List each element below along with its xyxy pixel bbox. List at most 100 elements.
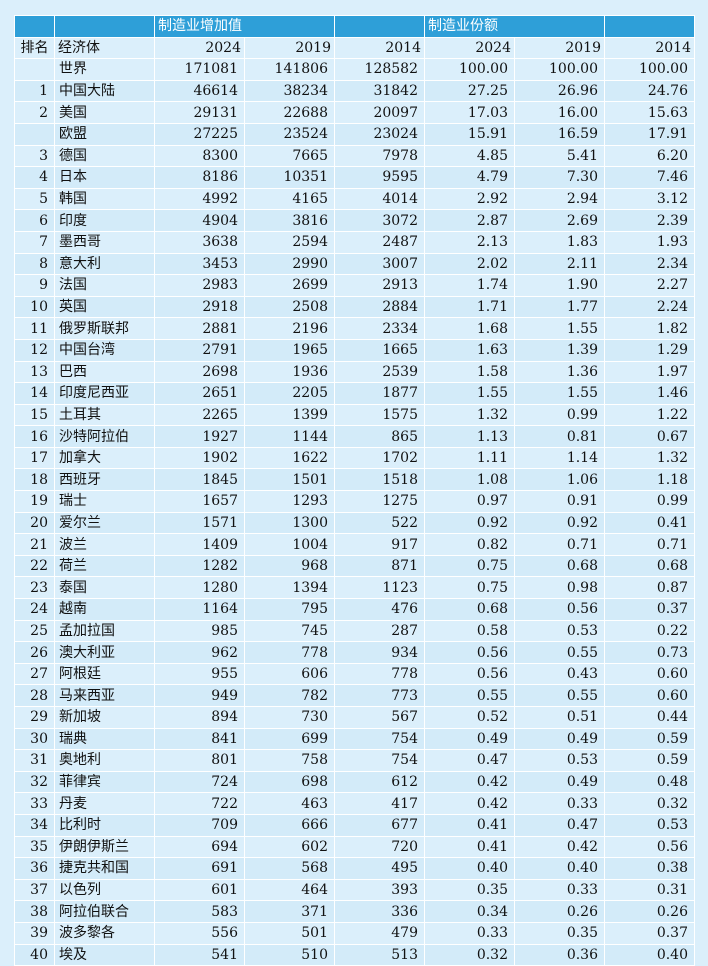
column-header-economy: 经济体 xyxy=(54,36,155,60)
value-2014-cell: 612 xyxy=(334,770,425,794)
share-2014-cell: 24.76 xyxy=(604,79,695,103)
economy-cell: 阿根廷 xyxy=(54,662,155,686)
share-2019-cell: 0.43 xyxy=(514,662,605,686)
value-2019-cell: 464 xyxy=(244,878,335,902)
share-2024-cell: 2.02 xyxy=(424,252,515,276)
share-2014-cell: 0.59 xyxy=(604,749,695,772)
value-2024-cell: 985 xyxy=(154,619,245,643)
value-2024-cell: 601 xyxy=(154,878,245,902)
economy-cell: 新加坡 xyxy=(54,706,155,729)
share-2014-cell: 17.91 xyxy=(604,122,695,146)
share-2024-cell: 0.32 xyxy=(424,943,515,966)
value-2024-cell: 949 xyxy=(154,684,245,707)
rank-cell: 38 xyxy=(14,900,55,923)
table-row: 40 埃及 541 510 513 0.32 0.36 0.40 xyxy=(14,943,695,966)
share-2024-cell: 1.58 xyxy=(424,360,515,384)
value-2019-cell: 778 xyxy=(244,641,335,664)
share-2014-cell: 0.67 xyxy=(604,425,695,448)
value-2019-cell: 1394 xyxy=(244,576,335,600)
share-2014-cell: 1.22 xyxy=(604,403,695,427)
rank-cell: 27 xyxy=(14,662,55,686)
share-2019-cell: 0.36 xyxy=(514,943,605,966)
value-2024-cell: 694 xyxy=(154,835,245,859)
share-2014-cell: 0.71 xyxy=(604,533,695,556)
share-2024-cell: 0.56 xyxy=(424,641,515,664)
share-2019-cell: 1.06 xyxy=(514,468,605,492)
economy-cell: 土耳其 xyxy=(54,403,155,427)
value-2019-cell: 2990 xyxy=(244,252,335,276)
table-row: 32 菲律宾 724 698 612 0.42 0.49 0.48 xyxy=(14,770,695,794)
economy-cell: 泰国 xyxy=(54,576,155,600)
share-2014-cell: 2.24 xyxy=(604,295,695,319)
value-2014-cell: 128582 xyxy=(334,58,425,81)
rank-cell: 23 xyxy=(14,576,55,600)
economy-cell: 捷克共和国 xyxy=(54,857,155,880)
value-2014-cell: 917 xyxy=(334,533,425,556)
value-2019-cell: 568 xyxy=(244,857,335,880)
column-header-share-2024: 2024 xyxy=(424,36,515,60)
economy-cell: 意大利 xyxy=(54,252,155,276)
share-2014-cell: 0.40 xyxy=(604,943,695,966)
share-2014-cell: 0.99 xyxy=(604,490,695,513)
share-2024-cell: 0.34 xyxy=(424,900,515,923)
value-2019-cell: 745 xyxy=(244,619,335,643)
share-2014-cell: 0.37 xyxy=(604,921,695,945)
rank-cell: 16 xyxy=(14,425,55,448)
rank-cell: 6 xyxy=(14,209,55,232)
economy-cell: 越南 xyxy=(54,598,155,621)
value-2024-cell: 2791 xyxy=(154,338,245,362)
table-row: 24 越南 1164 795 476 0.68 0.56 0.37 xyxy=(14,598,695,621)
value-2024-cell: 541 xyxy=(154,943,245,966)
rank-cell: 28 xyxy=(14,684,55,707)
share-2014-cell: 0.60 xyxy=(604,684,695,707)
share-2024-cell: 0.56 xyxy=(424,662,515,686)
economy-cell: 印度 xyxy=(54,209,155,232)
share-2019-cell: 1.90 xyxy=(514,274,605,297)
value-2014-cell: 1123 xyxy=(334,576,425,600)
value-2014-cell: 754 xyxy=(334,727,425,751)
value-2014-cell: 1518 xyxy=(334,468,425,492)
share-2024-cell: 0.47 xyxy=(424,749,515,772)
value-2014-cell: 2884 xyxy=(334,295,425,319)
economy-cell: 西班牙 xyxy=(54,468,155,492)
share-2014-cell: 1.46 xyxy=(604,382,695,405)
value-2019-cell: 1965 xyxy=(244,338,335,362)
value-2014-cell: 1665 xyxy=(334,338,425,362)
economy-cell: 波多黎各 xyxy=(54,921,155,945)
economy-cell: 印度尼西亚 xyxy=(54,382,155,405)
value-2019-cell: 2508 xyxy=(244,295,335,319)
share-2019-cell: 0.33 xyxy=(514,878,605,902)
value-2024-cell: 1164 xyxy=(154,598,245,621)
share-2024-cell: 0.42 xyxy=(424,770,515,794)
value-2024-cell: 841 xyxy=(154,727,245,751)
share-2019-cell: 1.77 xyxy=(514,295,605,319)
share-2019-cell: 2.94 xyxy=(514,187,605,211)
value-2014-cell: 393 xyxy=(334,878,425,902)
rank-cell: 33 xyxy=(14,792,55,815)
share-2019-cell: 1.55 xyxy=(514,382,605,405)
economy-cell: 以色列 xyxy=(54,878,155,902)
share-2014-cell: 15.63 xyxy=(604,101,695,124)
value-2019-cell: 7665 xyxy=(244,144,335,168)
share-2019-cell: 0.81 xyxy=(514,425,605,448)
value-2014-cell: 1877 xyxy=(334,382,425,405)
economy-cell: 荷兰 xyxy=(54,554,155,578)
share-2024-cell: 4.79 xyxy=(424,166,515,189)
value-2019-cell: 4165 xyxy=(244,187,335,211)
economy-cell: 巴西 xyxy=(54,360,155,384)
value-2019-cell: 1622 xyxy=(244,446,335,470)
value-2024-cell: 1927 xyxy=(154,425,245,448)
share-2024-cell: 1.63 xyxy=(424,338,515,362)
table-row: 26 澳大利亚 962 778 934 0.56 0.55 0.73 xyxy=(14,641,695,664)
share-2024-cell: 4.85 xyxy=(424,144,515,168)
share-2014-cell: 0.44 xyxy=(604,706,695,729)
share-2019-cell: 2.69 xyxy=(514,209,605,232)
table-row: 6 印度 4904 3816 3072 2.87 2.69 2.39 xyxy=(14,209,695,232)
rank-cell: 13 xyxy=(14,360,55,384)
value-2014-cell: 871 xyxy=(334,554,425,578)
share-2019-cell: 0.42 xyxy=(514,835,605,859)
value-2024-cell: 1902 xyxy=(154,446,245,470)
share-2019-cell: 5.41 xyxy=(514,144,605,168)
rank-cell: 12 xyxy=(14,338,55,362)
table-row: 37 以色列 601 464 393 0.35 0.33 0.31 xyxy=(14,878,695,902)
